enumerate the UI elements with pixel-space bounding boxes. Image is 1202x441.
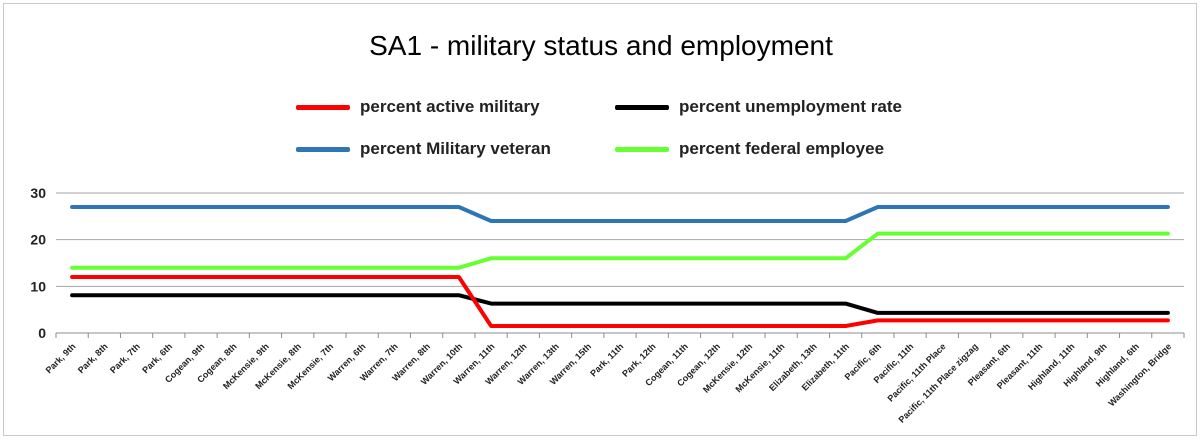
legend-swatch-military-veteran xyxy=(296,146,350,152)
legend-item-unemployment: percent unemployment rate xyxy=(615,96,902,118)
legend-item-military-veteran: percent Military veteran xyxy=(296,138,551,160)
x-tick-label: Pacific, 11th Place xyxy=(885,341,947,403)
legend-label-unemployment: percent unemployment rate xyxy=(679,97,902,116)
legend-swatch-federal-employee xyxy=(615,146,669,152)
legend-label-active-military: percent active military xyxy=(360,97,540,116)
y-tick-label: 20 xyxy=(30,232,46,248)
x-tick-label: Park, 7th xyxy=(108,341,142,375)
legend-label-military-veteran: percent Military veteran xyxy=(360,139,551,158)
chart-title: SA1 - military status and employment xyxy=(369,30,833,61)
series-line-military-veteran xyxy=(70,205,1170,223)
series-line-active-military xyxy=(70,275,1170,328)
legend-label-federal-employee: percent federal employee xyxy=(679,139,885,158)
series-line-unemployment xyxy=(70,293,1170,315)
x-tick-label: Park, 8th xyxy=(76,341,110,375)
y-tick-label: 0 xyxy=(38,325,46,341)
x-tick-label: Park, 9th xyxy=(44,341,78,375)
legend-swatch-unemployment xyxy=(615,104,669,110)
y-tick-label: 30 xyxy=(30,185,46,201)
legend-item-active-military: percent active military xyxy=(296,96,540,118)
legend-swatch-active-military xyxy=(296,104,350,110)
x-tick-label: Washington, Bridge xyxy=(1106,341,1173,408)
legend-item-federal-employee: percent federal employee xyxy=(615,138,884,160)
x-tick-label: Park, 11th xyxy=(588,341,625,378)
series-line-federal-employee xyxy=(70,231,1170,270)
y-tick-label: 10 xyxy=(30,278,46,294)
